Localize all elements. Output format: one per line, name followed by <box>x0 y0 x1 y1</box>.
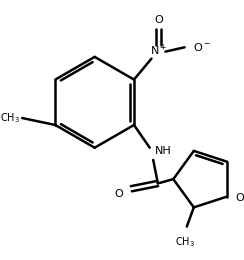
Text: O: O <box>154 15 163 24</box>
Text: O$^-$: O$^-$ <box>193 41 211 53</box>
Text: CH$_3$: CH$_3$ <box>175 235 195 249</box>
Text: O: O <box>115 189 123 199</box>
Text: O: O <box>236 193 244 203</box>
Text: NH: NH <box>155 146 172 156</box>
Text: N$^+$: N$^+$ <box>150 42 167 57</box>
Text: CH$_3$: CH$_3$ <box>0 111 20 125</box>
